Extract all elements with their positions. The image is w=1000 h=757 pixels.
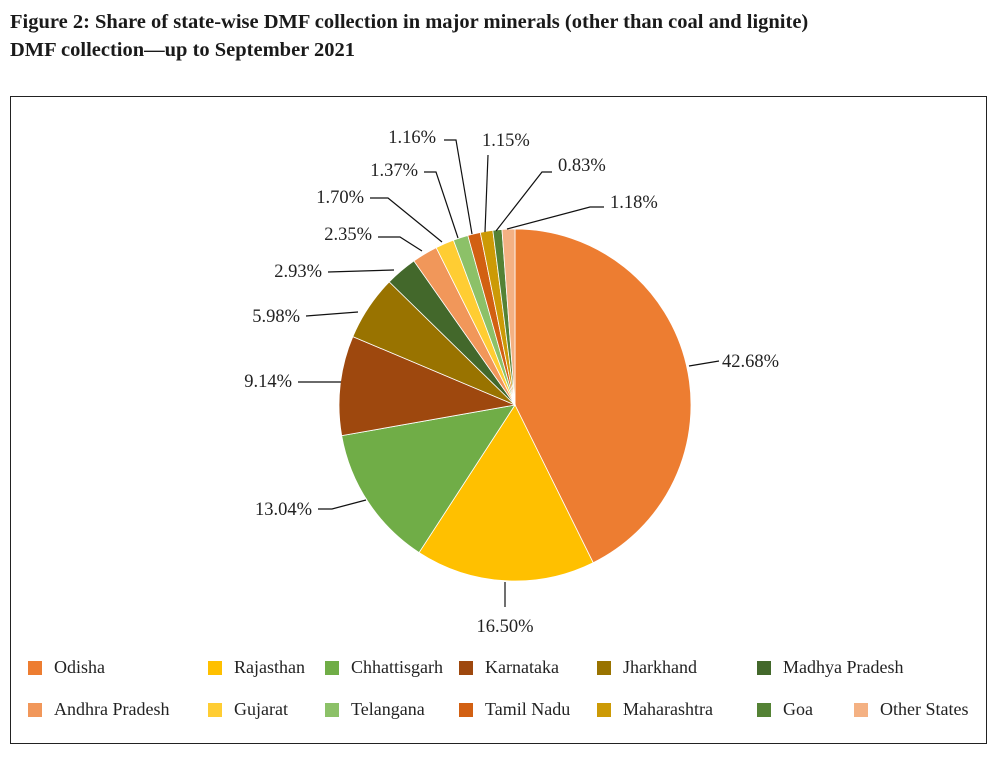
leader-line-goa <box>495 171 552 232</box>
legend-label: Telangana <box>351 699 425 719</box>
pie-slice-karnataka <box>338 336 517 437</box>
figure-title: Figure 2: Share of state-wise DMF collec… <box>10 8 808 64</box>
legend-item-andhra-pradesh: Andhra Pradesh <box>28 699 169 720</box>
legend-label: Andhra Pradesh <box>54 699 170 719</box>
data-label-telangana: 1.37% <box>370 161 418 181</box>
legend-item-gujarat: Gujarat <box>208 699 288 720</box>
legend-swatch <box>28 660 42 675</box>
legend-label: Goa <box>783 699 813 719</box>
pie-slice-odisha <box>514 228 692 564</box>
data-label-odisha: 42.68% <box>722 352 779 372</box>
legend-swatch <box>28 702 42 717</box>
data-label-maharashtra: 1.15% <box>482 131 530 151</box>
leader-line-chhattisgarh <box>318 499 367 510</box>
legend-label: Gujarat <box>234 699 288 719</box>
data-label-gujarat: 1.70% <box>316 188 364 208</box>
legend-item-goa: Goa <box>757 699 813 720</box>
legend-label: Madhya Pradesh <box>783 657 904 677</box>
legend-swatch <box>459 702 473 717</box>
legend-label: Maharashtra <box>623 699 713 719</box>
legend-label: Other States <box>880 699 969 719</box>
legend-item-tamil-nadu: Tamil Nadu <box>459 699 570 720</box>
legend-swatch <box>597 702 611 717</box>
legend-item-jharkhand: Jharkhand <box>597 657 697 678</box>
leader-line-telangana <box>424 171 459 239</box>
legend-label: Odisha <box>54 657 105 677</box>
pie-slice-rajasthan <box>418 404 594 582</box>
leader-line-other-states <box>506 206 604 230</box>
data-label-madhya-pradesh: 2.93% <box>274 262 322 282</box>
legend-item-chhattisgarh: Chhattisgarh <box>325 657 443 678</box>
data-label-andhra-pradesh: 2.35% <box>324 225 372 245</box>
legend-item-karnataka: Karnataka <box>459 657 559 678</box>
legend-label: Rajasthan <box>234 657 305 677</box>
legend-item-maharashtra: Maharashtra <box>597 699 713 720</box>
legend-swatch <box>208 702 222 717</box>
legend-label: Tamil Nadu <box>485 699 571 719</box>
legend-swatch <box>757 660 771 675</box>
leader-line-jharkhand <box>305 311 359 317</box>
data-label-other-states: 1.18% <box>610 193 658 213</box>
legend-item-madhya-pradesh: Madhya Pradesh <box>757 657 903 678</box>
data-label-tamil-nadu: 1.16% <box>388 128 436 148</box>
legend-swatch <box>757 702 771 717</box>
data-label-rajasthan: 16.50% <box>476 617 533 637</box>
data-label-chhattisgarh: 13.04% <box>255 500 312 520</box>
legend-swatch <box>854 702 868 717</box>
leader-line-odisha <box>688 360 720 367</box>
legend-label: Chhattisgarh <box>351 657 443 677</box>
leader-line-andhra-pradesh <box>378 236 423 252</box>
leader-line-maharashtra <box>484 154 489 233</box>
leader-line-madhya-pradesh <box>327 269 395 273</box>
legend-label: Jharkhand <box>623 657 697 677</box>
legend-item-rajasthan: Rajasthan <box>208 657 305 678</box>
legend-item-telangana: Telangana <box>325 699 425 720</box>
data-label-goa: 0.83% <box>558 156 606 176</box>
legend-swatch <box>208 660 222 675</box>
title-line-1: Figure 2: Share of state-wise DMF collec… <box>10 11 809 33</box>
pie-slice-chhattisgarh <box>341 404 516 554</box>
data-label-jharkhand: 5.98% <box>252 307 300 327</box>
legend-label: Karnataka <box>485 657 559 677</box>
leader-line-gujarat <box>370 197 443 243</box>
leader-line-tamil-nadu <box>444 139 473 235</box>
legend-item-odisha: Odisha <box>28 657 105 678</box>
data-label-karnataka: 9.14% <box>244 372 292 392</box>
legend-swatch <box>597 660 611 675</box>
legend-item-other-states: Other States <box>854 699 968 720</box>
legend-swatch <box>459 660 473 675</box>
legend-swatch <box>325 660 339 675</box>
chart-frame <box>10 96 987 744</box>
title-line-2: DMF collection—up to September 2021 <box>10 39 356 61</box>
legend-swatch <box>325 702 339 717</box>
